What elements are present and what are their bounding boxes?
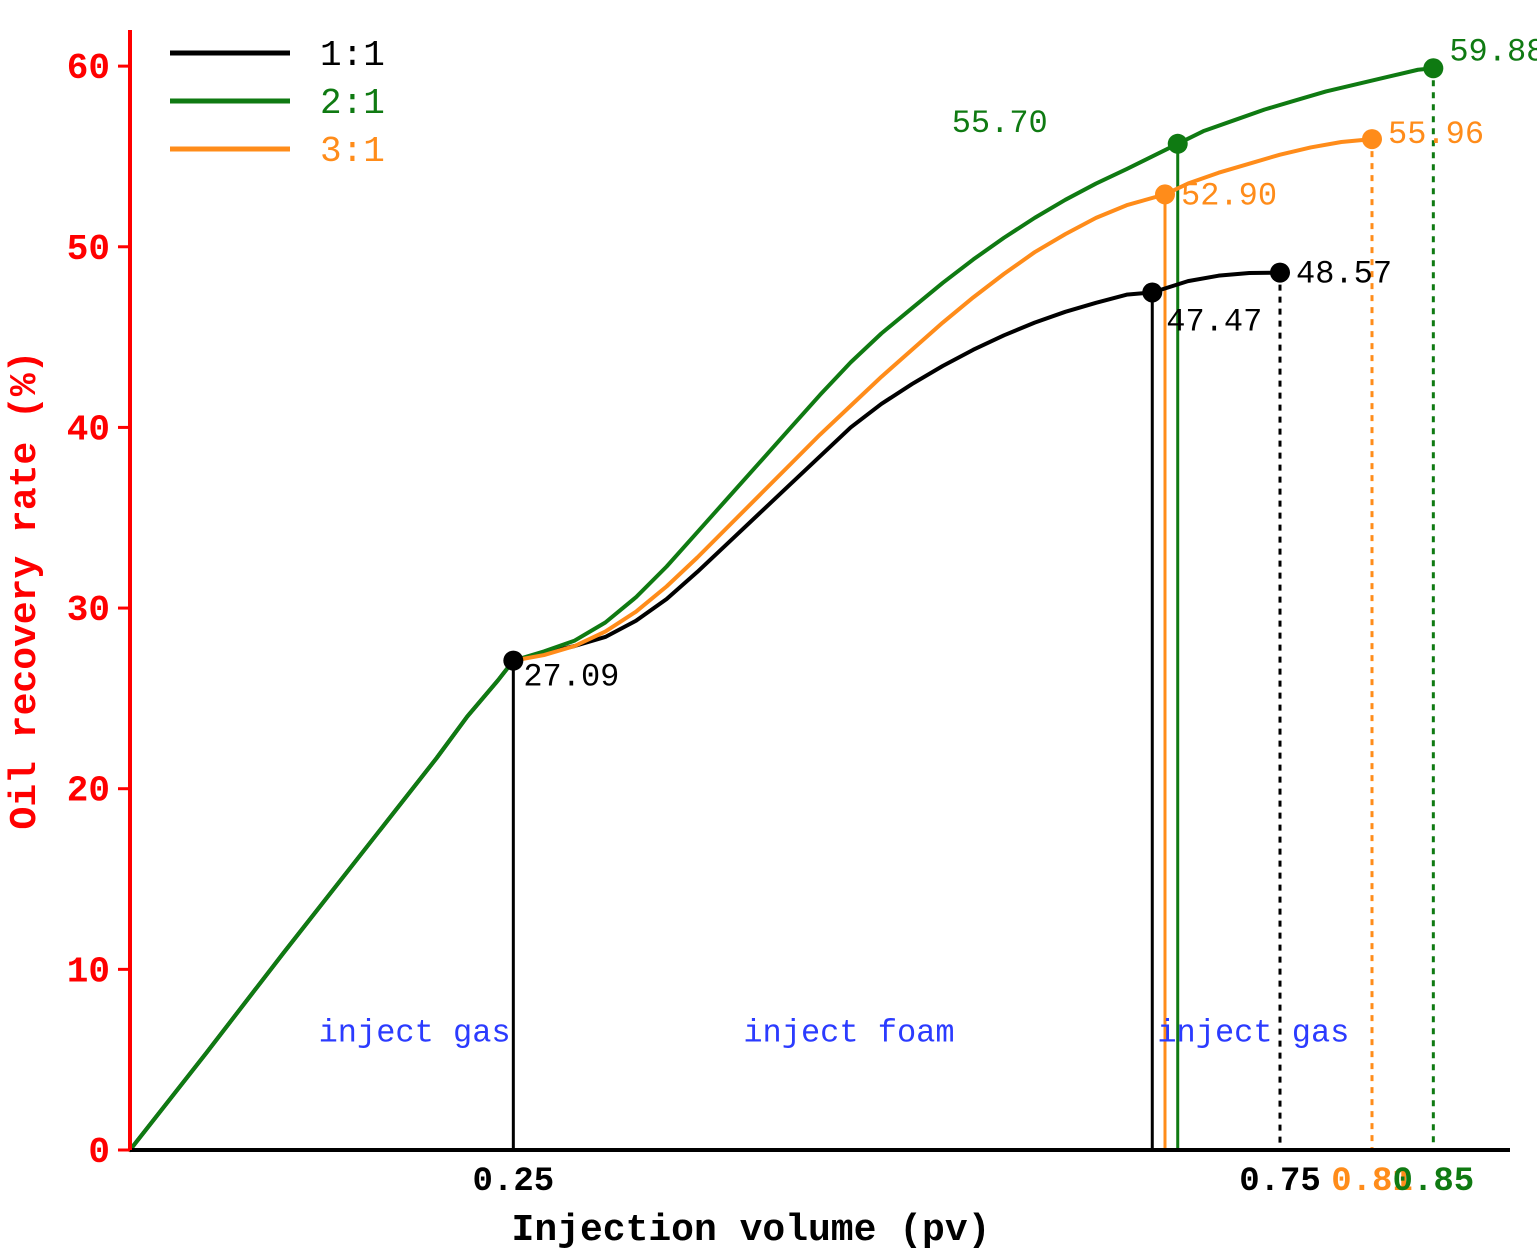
marker-point-5 [1155, 184, 1175, 204]
y-tick-label: 60 [67, 48, 110, 89]
marker-label-1: 47.47 [1166, 303, 1262, 340]
x-tick-label: 0.85 [1393, 1163, 1475, 1201]
y-tick-label: 0 [88, 1132, 110, 1173]
phase-label-0: inject gas [319, 1015, 511, 1052]
marker-label-4: 59.88 [1449, 33, 1537, 70]
marker-label-3: 55.70 [952, 105, 1048, 142]
marker-label-0: 27.09 [523, 659, 619, 696]
marker-label-5: 52.90 [1181, 177, 1277, 214]
legend-label-1:1: 1:1 [320, 35, 385, 76]
x-tick-label: 0.75 [1239, 1163, 1321, 1201]
chart-svg: 01020304050600.250.750.810.85Injection v… [0, 0, 1537, 1258]
y-axis-label: Oil recovery rate (%) [4, 351, 47, 830]
x-tick-label: 0.25 [473, 1163, 555, 1201]
legend-label-3:1: 3:1 [320, 131, 385, 172]
y-tick-label: 40 [67, 409, 110, 450]
x-axis-label: Injection volume (pv) [512, 1209, 991, 1252]
y-tick-label: 30 [67, 590, 110, 631]
marker-point-6 [1362, 129, 1382, 149]
legend-label-2:1: 2:1 [320, 83, 385, 124]
marker-point-2 [1270, 263, 1290, 283]
phase-label-2: inject gas [1157, 1015, 1349, 1052]
marker-label-2: 48.57 [1296, 256, 1392, 293]
phase-label-1: inject foam [743, 1015, 954, 1052]
marker-point-0 [503, 651, 523, 671]
marker-point-4 [1423, 58, 1443, 78]
oil-recovery-chart: 01020304050600.250.750.810.85Injection v… [0, 0, 1537, 1258]
marker-point-1 [1142, 282, 1162, 302]
y-tick-label: 50 [67, 229, 110, 270]
chart-background [0, 0, 1537, 1258]
marker-label-6: 55.96 [1388, 116, 1484, 153]
y-tick-label: 10 [67, 951, 110, 992]
marker-point-3 [1168, 134, 1188, 154]
y-tick-label: 20 [67, 771, 110, 812]
